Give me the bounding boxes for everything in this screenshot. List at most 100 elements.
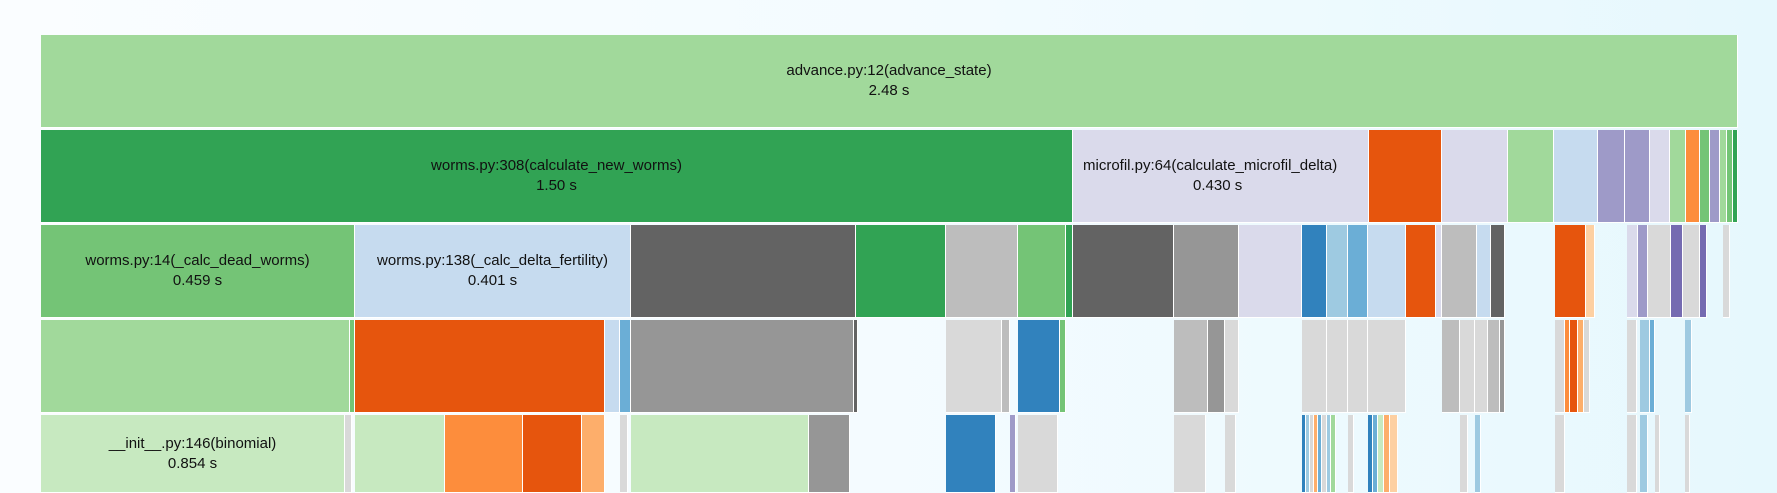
flame-frame[interactable] <box>1598 130 1625 223</box>
flame-frame[interactable] <box>1174 225 1239 318</box>
flame-frame[interactable] <box>1627 415 1637 493</box>
flame-frame[interactable] <box>1225 415 1236 493</box>
flame-frame[interactable] <box>856 225 946 318</box>
flame-frame-4[interactable]: worms.py:138(_calc_delta_fertility) 0.401… <box>355 225 631 318</box>
flame-frame[interactable] <box>582 415 605 493</box>
flame-frame[interactable] <box>631 415 809 493</box>
flame-frame[interactable] <box>1460 415 1468 493</box>
flame-frame[interactable] <box>1488 320 1500 413</box>
flame-frame[interactable] <box>1368 225 1406 318</box>
flame-frame[interactable] <box>1655 415 1660 493</box>
flame-frame[interactable] <box>1174 320 1208 413</box>
flame-frame[interactable] <box>1208 320 1225 413</box>
flame-frame[interactable] <box>1584 320 1590 413</box>
flame-frame[interactable] <box>1475 415 1481 493</box>
flame-frame[interactable] <box>1671 225 1683 318</box>
flame-frame[interactable] <box>1239 225 1302 318</box>
flame-frame[interactable] <box>1073 225 1174 318</box>
flame-frame[interactable] <box>1331 415 1336 493</box>
flame-frame[interactable] <box>1390 415 1398 493</box>
flame-frame[interactable] <box>946 225 1018 318</box>
flame-frame[interactable] <box>1348 225 1368 318</box>
flame-frame[interactable] <box>1018 415 1058 493</box>
flame-frame[interactable] <box>1638 225 1648 318</box>
flame-frame[interactable] <box>1733 130 1738 223</box>
flame-frame[interactable] <box>1369 130 1442 223</box>
flame-frame[interactable] <box>1555 320 1565 413</box>
flame-frame[interactable] <box>809 415 850 493</box>
flame-frame[interactable] <box>1368 320 1406 413</box>
flame-frame[interactable] <box>1477 225 1491 318</box>
flame-frame[interactable] <box>1723 225 1730 318</box>
flame-frame[interactable] <box>41 320 350 413</box>
flame-frame[interactable] <box>946 320 1002 413</box>
flame-frame[interactable] <box>1648 225 1671 318</box>
flame-frame[interactable] <box>1442 130 1508 223</box>
flame-frame[interactable] <box>345 415 352 493</box>
flame-frame[interactable] <box>1491 225 1505 318</box>
flame-frame[interactable] <box>1670 130 1686 223</box>
flame-frame[interactable] <box>1586 225 1595 318</box>
flame-frame[interactable] <box>1066 225 1073 318</box>
flame-frame[interactable] <box>1442 320 1460 413</box>
flame-frame[interactable] <box>1348 320 1368 413</box>
flame-frame[interactable] <box>523 415 582 493</box>
flame-frame[interactable] <box>1710 130 1720 223</box>
flame-frame-5[interactable]: __init__.py:146(binomial) 0.854 s <box>41 415 345 493</box>
flame-frame[interactable] <box>1565 320 1570 413</box>
flame-frame[interactable] <box>1500 320 1505 413</box>
flame-frame[interactable] <box>1460 320 1475 413</box>
flame-frame[interactable] <box>1683 225 1700 318</box>
flame-frame[interactable] <box>946 415 996 493</box>
flame-frame[interactable] <box>1225 320 1239 413</box>
flame-frame[interactable] <box>620 415 628 493</box>
flame-frame[interactable] <box>1508 130 1554 223</box>
flame-frame[interactable] <box>1174 415 1206 493</box>
flame-frame[interactable] <box>1327 225 1348 318</box>
flame-frame[interactable] <box>350 320 355 413</box>
flame-frame[interactable] <box>355 320 605 413</box>
flame-frame[interactable] <box>1720 130 1727 223</box>
flame-frame[interactable] <box>1627 225 1638 318</box>
flame-frame[interactable] <box>1442 225 1477 318</box>
flame-frame[interactable] <box>355 415 445 493</box>
flame-frame[interactable] <box>1018 225 1066 318</box>
flame-frame[interactable] <box>1436 225 1442 318</box>
flame-frame[interactable] <box>1727 130 1733 223</box>
flame-frame[interactable] <box>1555 225 1586 318</box>
flame-frame[interactable] <box>1627 320 1637 413</box>
flame-frame[interactable] <box>1406 225 1436 318</box>
flame-frame[interactable] <box>1700 225 1707 318</box>
flame-frame[interactable] <box>1475 320 1488 413</box>
flame-frame[interactable] <box>1686 130 1700 223</box>
flame-frame[interactable] <box>1555 415 1565 493</box>
flame-frame[interactable] <box>1554 130 1598 223</box>
flame-frame-0[interactable]: advance.py:12(advance_state) 2.48 s <box>41 35 1738 128</box>
flame-frame[interactable] <box>1640 415 1648 493</box>
flame-frame[interactable] <box>631 320 854 413</box>
flame-frame-3[interactable]: worms.py:14(_calc_dead_worms) 0.459 s <box>41 225 355 318</box>
flame-frame[interactable] <box>631 225 856 318</box>
flame-frame[interactable] <box>1700 130 1710 223</box>
flame-frame[interactable] <box>445 415 523 493</box>
flame-frame[interactable] <box>620 320 631 413</box>
flame-frame[interactable] <box>1018 320 1060 413</box>
flame-frame[interactable] <box>1302 320 1327 413</box>
flame-frame[interactable] <box>1302 225 1327 318</box>
flame-frame-1[interactable]: worms.py:308(calculate_new_worms) 1.50 s <box>41 130 1073 223</box>
flame-frame[interactable] <box>1685 320 1692 413</box>
flame-frame[interactable] <box>1685 415 1690 493</box>
flame-frame[interactable] <box>1060 320 1066 413</box>
flame-frame[interactable] <box>1570 320 1578 413</box>
flame-frame[interactable] <box>1010 415 1016 493</box>
flame-frame[interactable] <box>1650 320 1655 413</box>
flame-frame[interactable] <box>854 320 858 413</box>
flame-frame[interactable] <box>1348 415 1354 493</box>
flame-frame-2[interactable]: microfil.py:64(calculate_microfil_delta)… <box>1073 130 1369 223</box>
flame-frame[interactable] <box>1327 320 1348 413</box>
flame-frame[interactable] <box>1625 130 1650 223</box>
flame-frame[interactable] <box>1640 320 1650 413</box>
flame-frame[interactable] <box>1002 320 1010 413</box>
flame-frame[interactable] <box>605 320 620 413</box>
flame-frame[interactable] <box>1650 130 1670 223</box>
